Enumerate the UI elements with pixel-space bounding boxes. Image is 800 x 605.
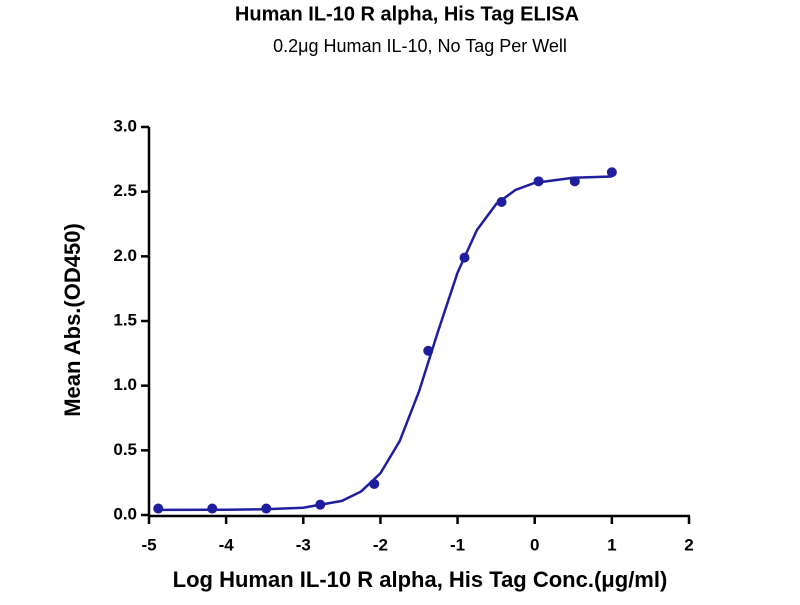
- x-tick-label: 2: [684, 535, 693, 554]
- x-tick-label: -3: [296, 535, 311, 554]
- x-tick-label: -4: [219, 535, 235, 554]
- y-tick-label: 2.0: [113, 246, 137, 265]
- x-tick-label: 1: [607, 535, 616, 554]
- y-tick-label: 2.5: [113, 181, 137, 200]
- x-tick-label: -5: [141, 535, 156, 554]
- x-axis-label: Log Human IL-10 R alpha, His Tag Conc.(μ…: [173, 567, 668, 592]
- data-point: [153, 503, 164, 514]
- data-point: [459, 252, 470, 263]
- data-point: [261, 503, 272, 514]
- y-tick-label: 1.5: [113, 310, 137, 329]
- chart-title: Human IL-10 R alpha, His Tag ELISA: [235, 3, 579, 25]
- x-tick-label: -1: [450, 535, 465, 554]
- data-point: [315, 499, 326, 510]
- data-point: [496, 197, 507, 208]
- y-axis-label: Mean Abs.(OD450): [60, 223, 85, 417]
- data-point: [423, 345, 434, 356]
- chart-subtitle: 0.2μg Human IL-10, No Tag Per Well: [273, 36, 567, 56]
- data-point: [533, 176, 544, 187]
- fit-curve: [156, 175, 612, 512]
- y-tick-label: 0.5: [113, 440, 137, 459]
- x-tick-label: 0: [530, 535, 539, 554]
- y-tick-label: 0.0: [113, 504, 137, 523]
- data-point: [207, 503, 218, 514]
- data-point: [369, 478, 380, 489]
- data-point: [606, 167, 617, 178]
- y-tick-label: 3.0: [113, 116, 137, 135]
- data-point: [569, 176, 580, 187]
- y-tick-label: 1.0: [113, 375, 137, 394]
- x-tick-label: -2: [373, 535, 388, 554]
